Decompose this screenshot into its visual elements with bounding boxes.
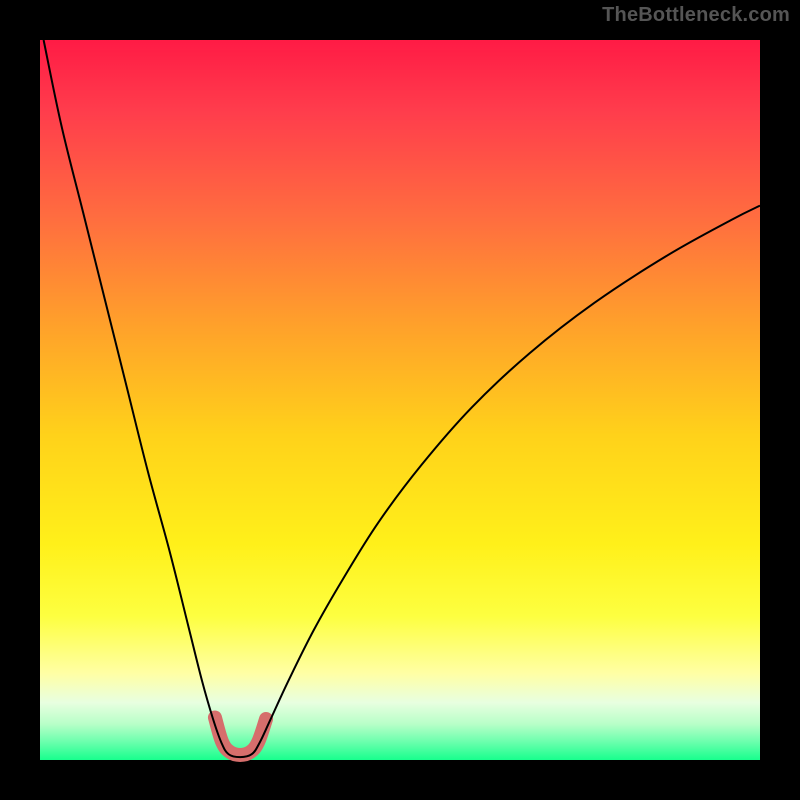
watermark-text: TheBottleneck.com bbox=[602, 4, 790, 27]
plot-background bbox=[40, 40, 760, 760]
bottleneck-chart bbox=[0, 0, 800, 800]
chart-frame: TheBottleneck.com bbox=[0, 0, 800, 800]
